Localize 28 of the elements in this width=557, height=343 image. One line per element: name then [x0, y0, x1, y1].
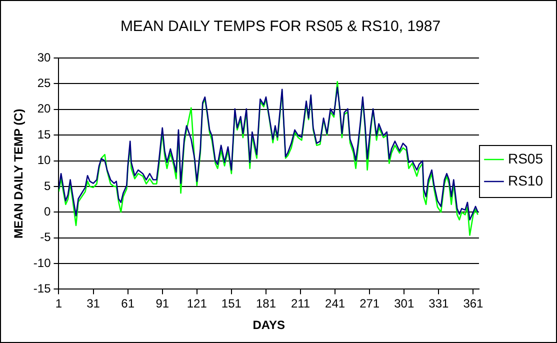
y-tick-label: -5: [40, 230, 52, 244]
y-tick-label: -10: [33, 256, 52, 270]
x-tick-label: 241: [325, 296, 346, 311]
x-tick-label: 301: [394, 296, 414, 311]
x-tick-label: 211: [290, 296, 310, 311]
y-tick-label: 0: [44, 204, 52, 218]
x-tick-label: 121: [186, 296, 208, 311]
legend-label: RS05: [508, 150, 544, 166]
x-axis-title: DAYS: [252, 318, 285, 332]
y-tick-label: 25: [37, 76, 52, 90]
x-tick-label: 31: [86, 296, 100, 311]
y-tick-label: -15: [33, 282, 52, 296]
x-tick-label: 331: [428, 296, 450, 311]
legend-label: RS10: [508, 172, 544, 188]
x-tick-label: 361: [463, 296, 484, 311]
y-tick-label: 10: [37, 153, 52, 168]
y-tick-label: 5: [44, 178, 52, 193]
chart-title: MEAN DAILY TEMPS FOR RS05 & RS10, 1987: [120, 18, 441, 36]
x-tick-label: 91: [156, 296, 170, 311]
y-axis-title: MEAN DAILY TEMP (C): [12, 108, 26, 238]
x-tick-label: 151: [221, 296, 242, 311]
x-tick-label: 61: [121, 296, 135, 311]
y-tick-label: 15: [37, 127, 52, 142]
y-tick-label: 20: [37, 102, 52, 116]
x-tick-label: 181: [256, 296, 276, 311]
x-tick-label: 1: [55, 296, 62, 311]
x-tick-label: 271: [360, 296, 380, 311]
y-tick-label: 30: [37, 50, 52, 64]
